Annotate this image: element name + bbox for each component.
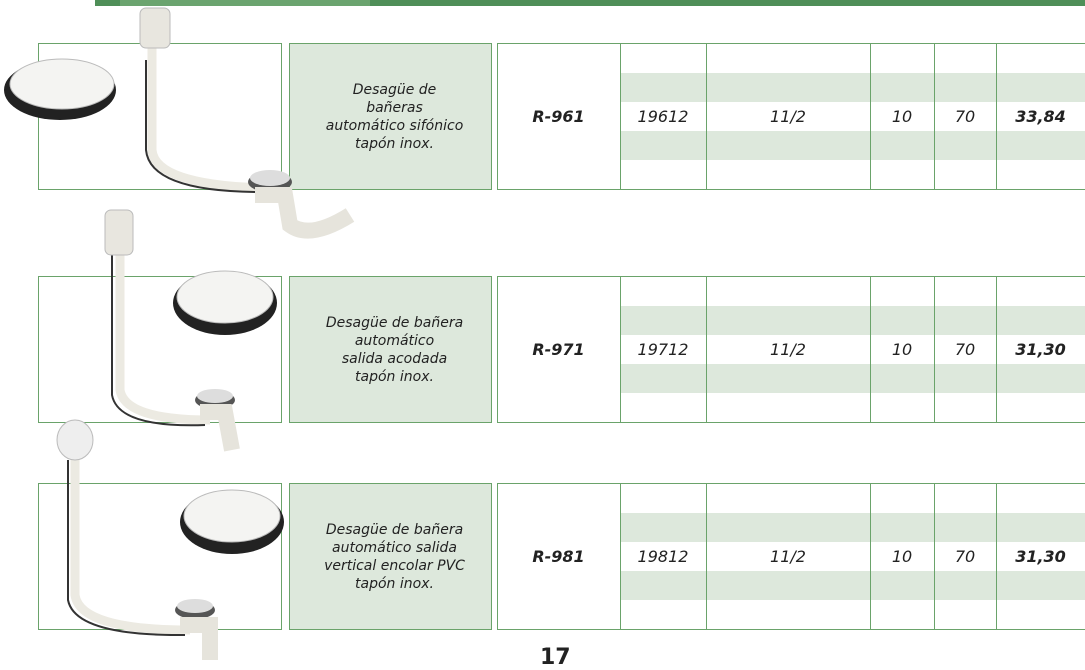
cell-box: 70 — [954, 107, 976, 126]
product-image — [4, 7, 355, 239]
description-line: automático — [354, 332, 435, 349]
column-line — [870, 43, 871, 190]
column-line — [870, 276, 871, 423]
description-line: tapón inox. — [355, 575, 434, 592]
product-image — [56, 419, 284, 660]
description-line: automático sifónico — [325, 117, 464, 134]
cell-measure: 11/2 — [770, 107, 806, 126]
column-line — [620, 43, 621, 190]
cell-box: 70 — [954, 340, 976, 359]
description-line: vertical encolar PVC — [324, 557, 465, 574]
column-line — [996, 483, 997, 630]
cell-reference: R-961 — [532, 107, 585, 126]
cell-measure: 11/2 — [770, 547, 806, 566]
description-line: tapón inox. — [355, 368, 434, 385]
cell-code: 19812 — [637, 547, 689, 566]
table-frame — [497, 483, 1085, 630]
column-line — [996, 43, 997, 190]
product-image — [104, 209, 277, 452]
cell-measure: 11/2 — [770, 340, 806, 359]
cell-code: 19712 — [637, 340, 689, 359]
description-line: Desagüe de bañera — [325, 521, 464, 538]
table-stripe — [621, 364, 1085, 393]
description-line: Desagüe de bañera — [325, 314, 464, 331]
cell-price: 31,30 — [1015, 547, 1066, 566]
column-line — [620, 276, 621, 423]
description: Desagüe de bañeras automático sifónico tapó… — [289, 43, 492, 190]
table-frame — [497, 276, 1085, 423]
table-stripe — [621, 73, 1085, 102]
column-line — [706, 483, 707, 630]
description: Desagüe de bañera automático salida acodad… — [289, 276, 492, 423]
cell-code: 19612 — [637, 107, 689, 126]
column-line — [620, 483, 621, 630]
column-line — [934, 43, 935, 190]
table-stripe — [621, 131, 1085, 160]
cell-box: 70 — [954, 547, 976, 566]
page-number: 17 — [540, 645, 571, 670]
column-line — [870, 483, 871, 630]
cell-reference: R-971 — [532, 340, 585, 359]
table-frame — [497, 43, 1085, 190]
description-line: bañeras — [366, 99, 423, 116]
header-bar-accent — [120, 0, 370, 6]
cell-units: 10 — [891, 107, 913, 126]
column-line — [706, 43, 707, 190]
cell-price: 33,84 — [1015, 107, 1066, 126]
description-line: salida acodada — [341, 350, 448, 367]
cell-units: 10 — [891, 547, 913, 566]
cell-reference: R-981 — [532, 547, 585, 566]
table-stripe — [621, 571, 1085, 600]
table-stripe — [621, 513, 1085, 542]
header-bar — [95, 0, 1085, 6]
column-line — [996, 276, 997, 423]
description-line: automático salida — [332, 539, 457, 556]
column-line — [934, 483, 935, 630]
cell-price: 31,30 — [1015, 340, 1066, 359]
table-stripe — [621, 306, 1085, 335]
column-line — [706, 276, 707, 423]
description-line: tapón inox. — [355, 135, 434, 152]
image-frame — [38, 276, 282, 423]
description-line: Desagüe de — [352, 81, 437, 98]
column-line — [934, 276, 935, 423]
cell-units: 10 — [891, 340, 913, 359]
description: Desagüe de bañera automático salida vertic… — [289, 483, 492, 630]
